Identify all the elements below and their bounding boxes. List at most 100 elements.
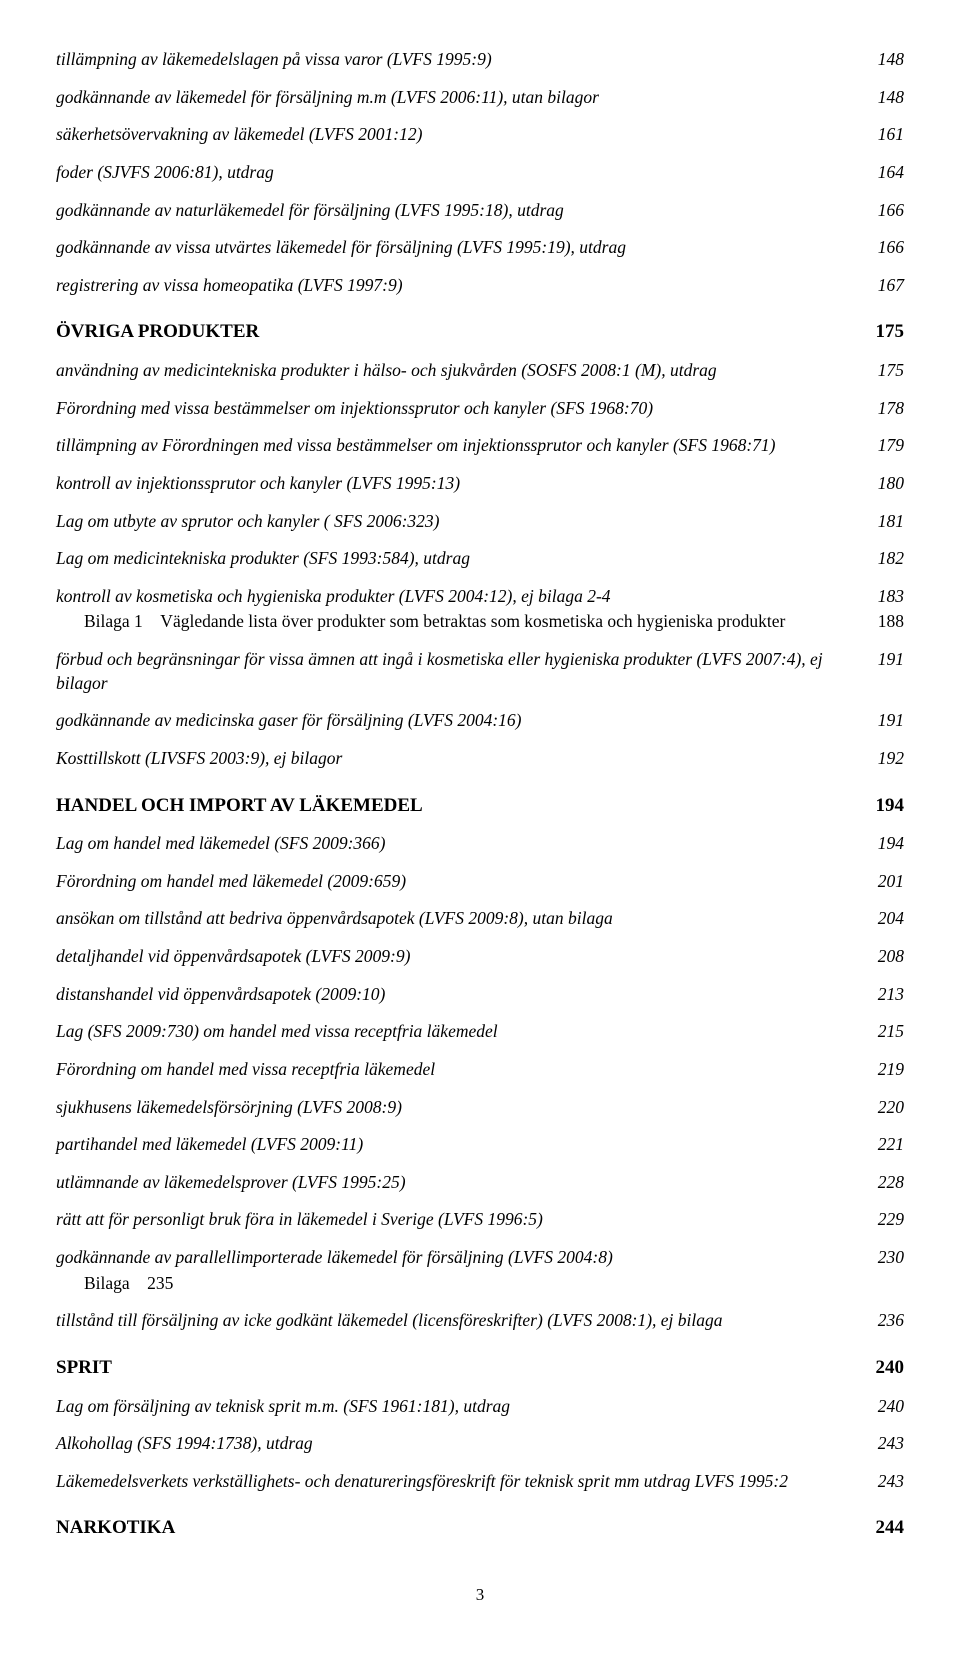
toc-entry-label: godkännande av läkemedel för försäljning… bbox=[56, 86, 864, 110]
toc-entry-page: 175 bbox=[864, 319, 904, 345]
toc-entry-label: säkerhetsövervakning av läkemedel (LVFS … bbox=[56, 123, 864, 147]
toc-entry: godkännande av medicinska gaser för förs… bbox=[56, 709, 904, 733]
toc-entry-label: SPRIT bbox=[56, 1355, 864, 1381]
toc-entry-label: HANDEL OCH IMPORT AV LÄKEMEDEL bbox=[56, 793, 864, 819]
toc-entry-label: tillämpning av Förordningen med vissa be… bbox=[56, 434, 864, 458]
toc-entry-page: 188 bbox=[864, 610, 904, 634]
toc-entry-label: Förordning om handel med vissa receptfri… bbox=[56, 1058, 864, 1082]
toc-entry-page: 194 bbox=[864, 793, 904, 819]
toc-entry: ansökan om tillstånd att bedriva öppenvå… bbox=[56, 907, 904, 931]
toc-entry-label: Lag om medicintekniska produkter (SFS 19… bbox=[56, 547, 864, 571]
toc-entry-label: Läkemedelsverkets verkställighets- och d… bbox=[56, 1470, 864, 1494]
toc-entry-label: kontroll av injektionssprutor och kanyle… bbox=[56, 472, 864, 496]
toc-entry-page: 180 bbox=[864, 472, 904, 496]
toc-entry: Förordning om handel med vissa receptfri… bbox=[56, 1058, 904, 1082]
toc-entry-page: 236 bbox=[864, 1309, 904, 1333]
toc-entry-page: 213 bbox=[864, 983, 904, 1007]
toc-entry-page: 166 bbox=[864, 199, 904, 223]
toc-entry: foder (SJVFS 2006:81), utdrag164 bbox=[56, 161, 904, 185]
toc-entry-label: Lag om försäljning av teknisk sprit m.m.… bbox=[56, 1395, 864, 1419]
toc-entry: HANDEL OCH IMPORT AV LÄKEMEDEL194 bbox=[56, 793, 904, 819]
toc-entry: ÖVRIGA PRODUKTER175 bbox=[56, 319, 904, 345]
toc-entry: Lag om handel med läkemedel (SFS 2009:36… bbox=[56, 832, 904, 856]
toc-entry-label: foder (SJVFS 2006:81), utdrag bbox=[56, 161, 864, 185]
toc-entry: säkerhetsövervakning av läkemedel (LVFS … bbox=[56, 123, 904, 147]
toc-entry-page: 201 bbox=[864, 870, 904, 894]
toc-entry-page: 191 bbox=[864, 648, 904, 672]
toc-entry: Förordning om handel med läkemedel (2009… bbox=[56, 870, 904, 894]
toc-entry: Lag om utbyte av sprutor och kanyler ( S… bbox=[56, 510, 904, 534]
toc-entry-label: Lag om handel med läkemedel (SFS 2009:36… bbox=[56, 832, 864, 856]
toc-entry: förbud och begränsningar för vissa ämnen… bbox=[56, 648, 904, 695]
toc-entry: Bilaga 1 Vägledande lista över produkter… bbox=[56, 610, 904, 634]
toc-entry: Lag om försäljning av teknisk sprit m.m.… bbox=[56, 1395, 904, 1419]
toc-entry: tillämpning av Förordningen med vissa be… bbox=[56, 434, 904, 458]
toc-entry-label: Bilaga 235 bbox=[84, 1272, 864, 1296]
toc-entry: Lag (SFS 2009:730) om handel med vissa r… bbox=[56, 1020, 904, 1044]
toc-entry-label: ÖVRIGA PRODUKTER bbox=[56, 319, 864, 345]
toc-entry-label: godkännande av parallellimporterade läke… bbox=[56, 1246, 864, 1270]
toc-entry-page: 230 bbox=[864, 1246, 904, 1270]
toc-entry-label: godkännande av medicinska gaser för förs… bbox=[56, 709, 864, 733]
toc-entry-label: detaljhandel vid öppenvårdsapotek (LVFS … bbox=[56, 945, 864, 969]
toc-entry-page: 164 bbox=[864, 161, 904, 185]
toc-entry-label: rätt att för personligt bruk föra in läk… bbox=[56, 1208, 864, 1232]
toc-entry-label: förbud och begränsningar för vissa ämnen… bbox=[56, 648, 864, 695]
toc-entry: Förordning med vissa bestämmelser om inj… bbox=[56, 397, 904, 421]
toc-entry-label: Lag om utbyte av sprutor och kanyler ( S… bbox=[56, 510, 864, 534]
toc-entry-page: 181 bbox=[864, 510, 904, 534]
toc-entry-label: Förordning om handel med läkemedel (2009… bbox=[56, 870, 864, 894]
toc-entry-label: kontroll av kosmetiska och hygieniska pr… bbox=[56, 585, 864, 609]
toc-entry-label: tillämpning av läkemedelslagen på vissa … bbox=[56, 48, 864, 72]
toc-entry-page: 167 bbox=[864, 274, 904, 298]
toc-entry-label: registrering av vissa homeopatika (LVFS … bbox=[56, 274, 864, 298]
toc-entry-page: 243 bbox=[864, 1470, 904, 1494]
toc-entry-page: 204 bbox=[864, 907, 904, 931]
toc-entry: godkännande av läkemedel för försäljning… bbox=[56, 86, 904, 110]
toc-entry-page: 182 bbox=[864, 547, 904, 571]
toc-entry-page: 194 bbox=[864, 832, 904, 856]
toc-entry-label: Lag (SFS 2009:730) om handel med vissa r… bbox=[56, 1020, 864, 1044]
toc-entry-page: 192 bbox=[864, 747, 904, 771]
toc-entry: tillämpning av läkemedelslagen på vissa … bbox=[56, 48, 904, 72]
toc-entry: NARKOTIKA244 bbox=[56, 1515, 904, 1541]
toc-entry-page: 148 bbox=[864, 48, 904, 72]
table-of-contents: tillämpning av läkemedelslagen på vissa … bbox=[56, 48, 904, 1541]
toc-entry-page: 215 bbox=[864, 1020, 904, 1044]
toc-entry: utlämnande av läkemedelsprover (LVFS 199… bbox=[56, 1171, 904, 1195]
toc-entry-label: ansökan om tillstånd att bedriva öppenvå… bbox=[56, 907, 864, 931]
toc-entry: SPRIT240 bbox=[56, 1355, 904, 1381]
toc-entry-page: 228 bbox=[864, 1171, 904, 1195]
toc-entry-label: Alkohollag (SFS 1994:1738), utdrag bbox=[56, 1432, 864, 1456]
toc-entry-page: 220 bbox=[864, 1096, 904, 1120]
toc-entry-label: godkännande av vissa utvärtes läkemedel … bbox=[56, 236, 864, 260]
toc-entry: kontroll av kosmetiska och hygieniska pr… bbox=[56, 585, 904, 609]
toc-entry-label: tillstånd till försäljning av icke godkä… bbox=[56, 1309, 864, 1333]
toc-entry: Läkemedelsverkets verkställighets- och d… bbox=[56, 1470, 904, 1494]
toc-entry: Alkohollag (SFS 1994:1738), utdrag243 bbox=[56, 1432, 904, 1456]
toc-entry-page: 243 bbox=[864, 1432, 904, 1456]
toc-entry: Bilaga 235 bbox=[56, 1272, 904, 1296]
toc-entry-page: 221 bbox=[864, 1133, 904, 1157]
toc-entry-label: utlämnande av läkemedelsprover (LVFS 199… bbox=[56, 1171, 864, 1195]
toc-entry: kontroll av injektionssprutor och kanyle… bbox=[56, 472, 904, 496]
toc-entry: tillstånd till försäljning av icke godkä… bbox=[56, 1309, 904, 1333]
toc-entry-page: 183 bbox=[864, 585, 904, 609]
toc-entry: sjukhusens läkemedelsförsörjning (LVFS 2… bbox=[56, 1096, 904, 1120]
toc-entry-page: 240 bbox=[864, 1395, 904, 1419]
toc-entry-label: Bilaga 1 Vägledande lista över produkter… bbox=[84, 610, 864, 634]
toc-entry: godkännande av parallellimporterade läke… bbox=[56, 1246, 904, 1270]
toc-entry-label: Förordning med vissa bestämmelser om inj… bbox=[56, 397, 864, 421]
toc-entry-page: 208 bbox=[864, 945, 904, 969]
toc-entry-page: 219 bbox=[864, 1058, 904, 1082]
toc-entry-page: 191 bbox=[864, 709, 904, 733]
toc-entry: registrering av vissa homeopatika (LVFS … bbox=[56, 274, 904, 298]
toc-entry-page: 148 bbox=[864, 86, 904, 110]
toc-entry: detaljhandel vid öppenvårdsapotek (LVFS … bbox=[56, 945, 904, 969]
page-number: 3 bbox=[56, 1585, 904, 1605]
toc-entry-page: 240 bbox=[864, 1355, 904, 1381]
toc-entry-label: distanshandel vid öppenvårdsapotek (2009… bbox=[56, 983, 864, 1007]
toc-entry-page: 161 bbox=[864, 123, 904, 147]
toc-entry: Kosttillskott (LIVSFS 2003:9), ej bilago… bbox=[56, 747, 904, 771]
toc-entry-page: 175 bbox=[864, 359, 904, 383]
